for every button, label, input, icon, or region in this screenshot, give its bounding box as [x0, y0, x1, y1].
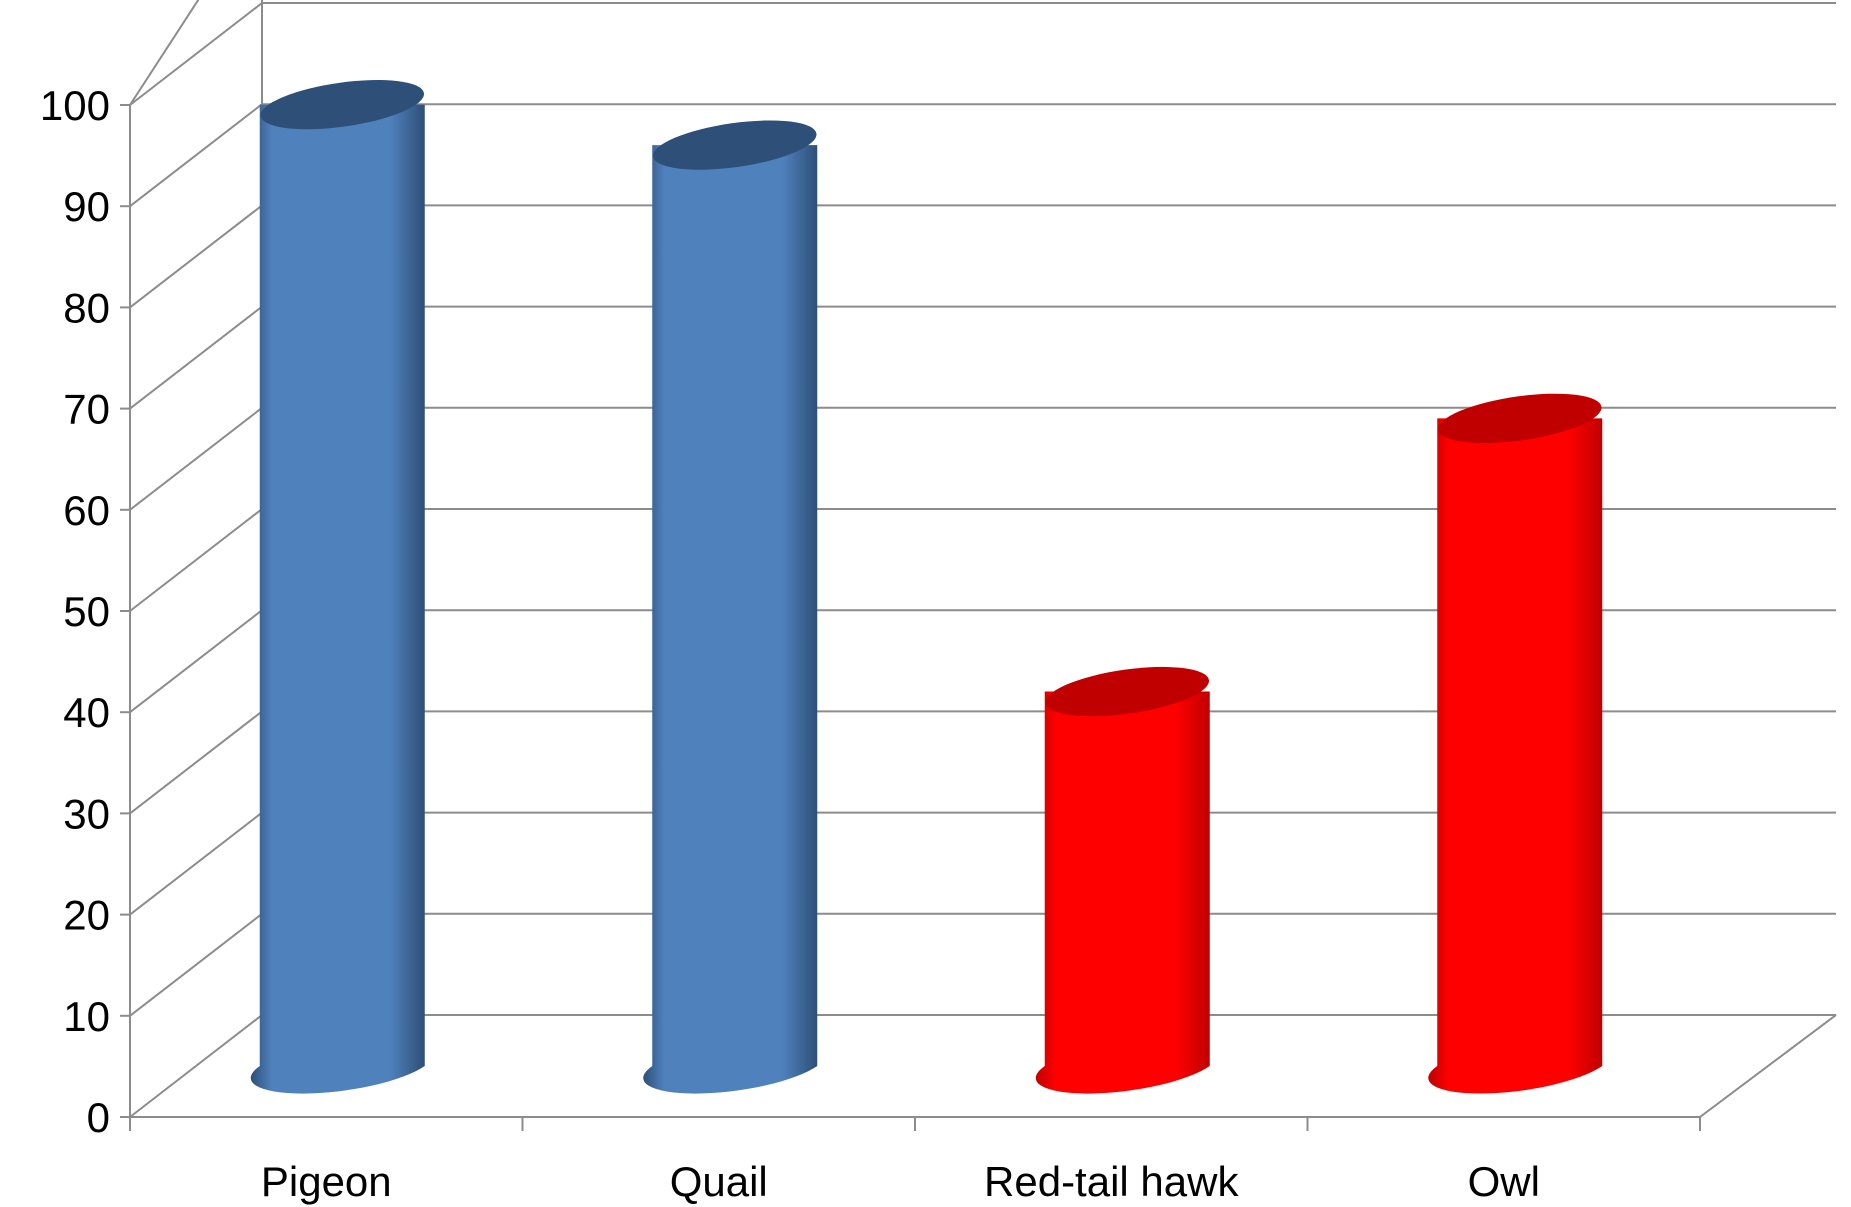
bar-top: [260, 79, 425, 130]
bar-top: [652, 120, 817, 170]
y-tick-label: 10: [63, 993, 110, 1040]
y-tick-label: 0: [87, 1094, 110, 1141]
bar-pigeon: [250, 79, 425, 1094]
y-tick-label: 60: [63, 487, 110, 534]
label-layer: 0 10 20 30 40 50 60 70 80 90 100 Pigeon Quail Red-tai…: [40, 82, 1540, 1205]
y-tick-label: 50: [63, 588, 110, 635]
bar-body: [1035, 691, 1210, 1094]
axis-layer: [120, 104, 1837, 1131]
bar-body: [250, 104, 425, 1094]
gridline-side: [129, 710, 263, 815]
y-tick-label: 80: [63, 284, 110, 331]
x-tick-label: Pigeon: [261, 1158, 392, 1205]
gridline-side: [129, 609, 263, 713]
x-tick-label: Owl: [1468, 1158, 1540, 1205]
bar-top: [1437, 393, 1602, 443]
gridline-side: [129, 811, 263, 916]
gridline-side: [129, 508, 263, 612]
gridline-side: [129, 2, 263, 106]
bar-body: [1428, 418, 1603, 1094]
gridline-side: [129, 407, 263, 511]
gridline-side: [129, 913, 263, 1017]
bar-red-tail-hawk: [1035, 666, 1210, 1094]
y-tick-label: 30: [63, 790, 110, 837]
y-tick-label: 100: [40, 82, 110, 129]
y-tick-label: 90: [63, 183, 110, 230]
bar-top: [1045, 666, 1210, 717]
x-tick-label: Red-tail hawk: [984, 1158, 1239, 1205]
bar-layer: [250, 79, 1603, 1094]
bar-body: [643, 145, 818, 1094]
floor-right-edge: [1699, 1014, 1837, 1118]
gridline-side: [129, 103, 263, 207]
y-tick-label: 20: [63, 892, 110, 939]
gridline-side: [129, 204, 263, 309]
gridline-side: [129, 1014, 263, 1118]
x-tick-label: Quail: [670, 1158, 768, 1205]
bar-quail: [643, 120, 818, 1094]
gridline-side-top: [129, 0, 200, 106]
y-tick-label: 40: [63, 689, 110, 736]
bar-owl: [1428, 393, 1603, 1094]
gridline-side: [129, 305, 263, 410]
y-tick-label: 70: [63, 386, 110, 433]
